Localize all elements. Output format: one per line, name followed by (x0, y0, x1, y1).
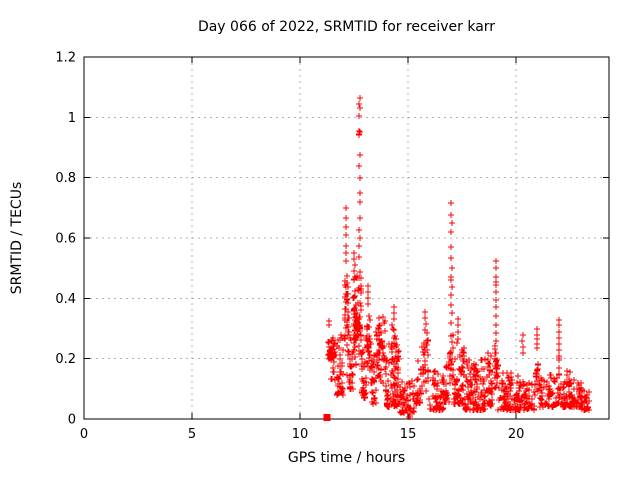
x-tick-label: 0 (80, 427, 88, 442)
y-tick-label: 0.6 (55, 232, 76, 247)
y-tick-label: 0.8 (55, 171, 76, 186)
y-tick-label: 1 (68, 111, 76, 126)
chart-title: Day 066 of 2022, SRMTID for receiver kar… (197, 19, 496, 35)
x-tick-label: 15 (400, 427, 417, 442)
y-tick-label: 0.4 (55, 292, 76, 307)
y-tick-label: 1.2 (55, 51, 76, 66)
x-axis-label: GPS time / hours (287, 450, 406, 466)
scatter-points (325, 95, 592, 420)
y-tick-label: 0.2 (55, 352, 76, 367)
start-square-marker (323, 413, 331, 421)
x-tick-label: 20 (508, 427, 525, 442)
x-tick-label: 5 (188, 427, 196, 442)
y-tick-label: 0 (68, 413, 76, 428)
y-axis-label: SRMTID / TECUs (9, 181, 25, 295)
x-tick-label: 10 (292, 427, 309, 442)
